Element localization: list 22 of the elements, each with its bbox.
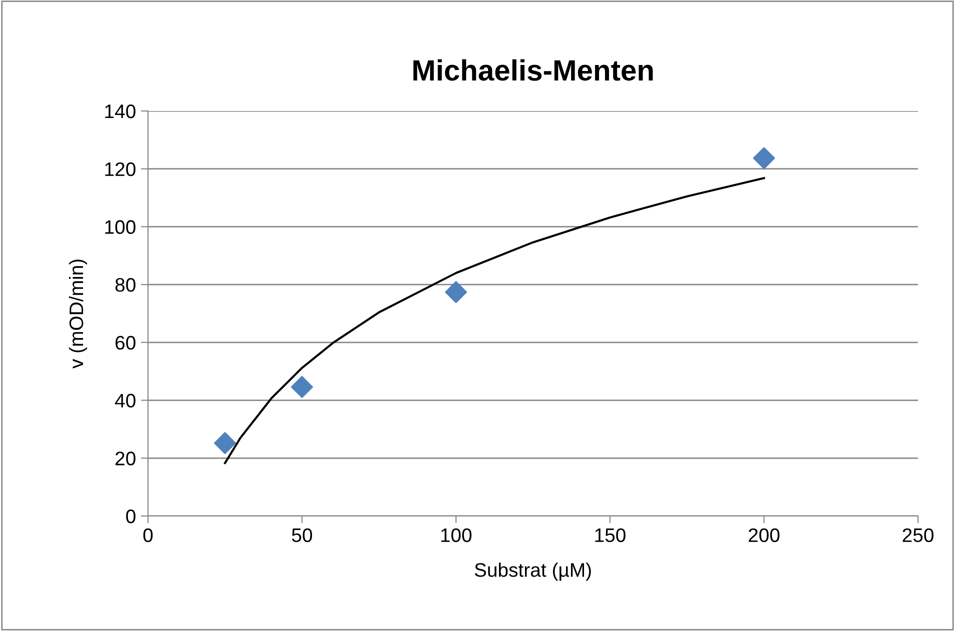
x-tick-label: 0: [143, 528, 153, 542]
x-axis-title: Substrat (µM): [474, 562, 591, 581]
line-series: [224, 177, 766, 464]
x-tick-label: 250: [902, 528, 934, 542]
x-tick-label: 200: [748, 528, 780, 542]
y-tick-label: 0: [126, 509, 136, 524]
y-tick-label: 80: [115, 278, 136, 292]
point: [445, 281, 467, 304]
point: [753, 147, 775, 170]
x-tick-label: 50: [292, 528, 312, 542]
y-tick-label: 60: [116, 336, 136, 350]
y-tick-label: 20: [116, 452, 136, 466]
chart-title: Michaelis-Menten: [413, 59, 653, 81]
y-axis-title: v (mOD/min): [68, 260, 88, 369]
x-tick-label: 100: [441, 528, 472, 542]
y-tick-label: 140: [105, 104, 136, 118]
y-tick-label: 120: [105, 162, 136, 176]
y-tick-label: 40: [115, 394, 136, 408]
point: [291, 376, 313, 398]
y-tick-label: 100: [105, 220, 136, 234]
point: [214, 432, 236, 454]
x-tick-label: 150: [595, 528, 626, 542]
